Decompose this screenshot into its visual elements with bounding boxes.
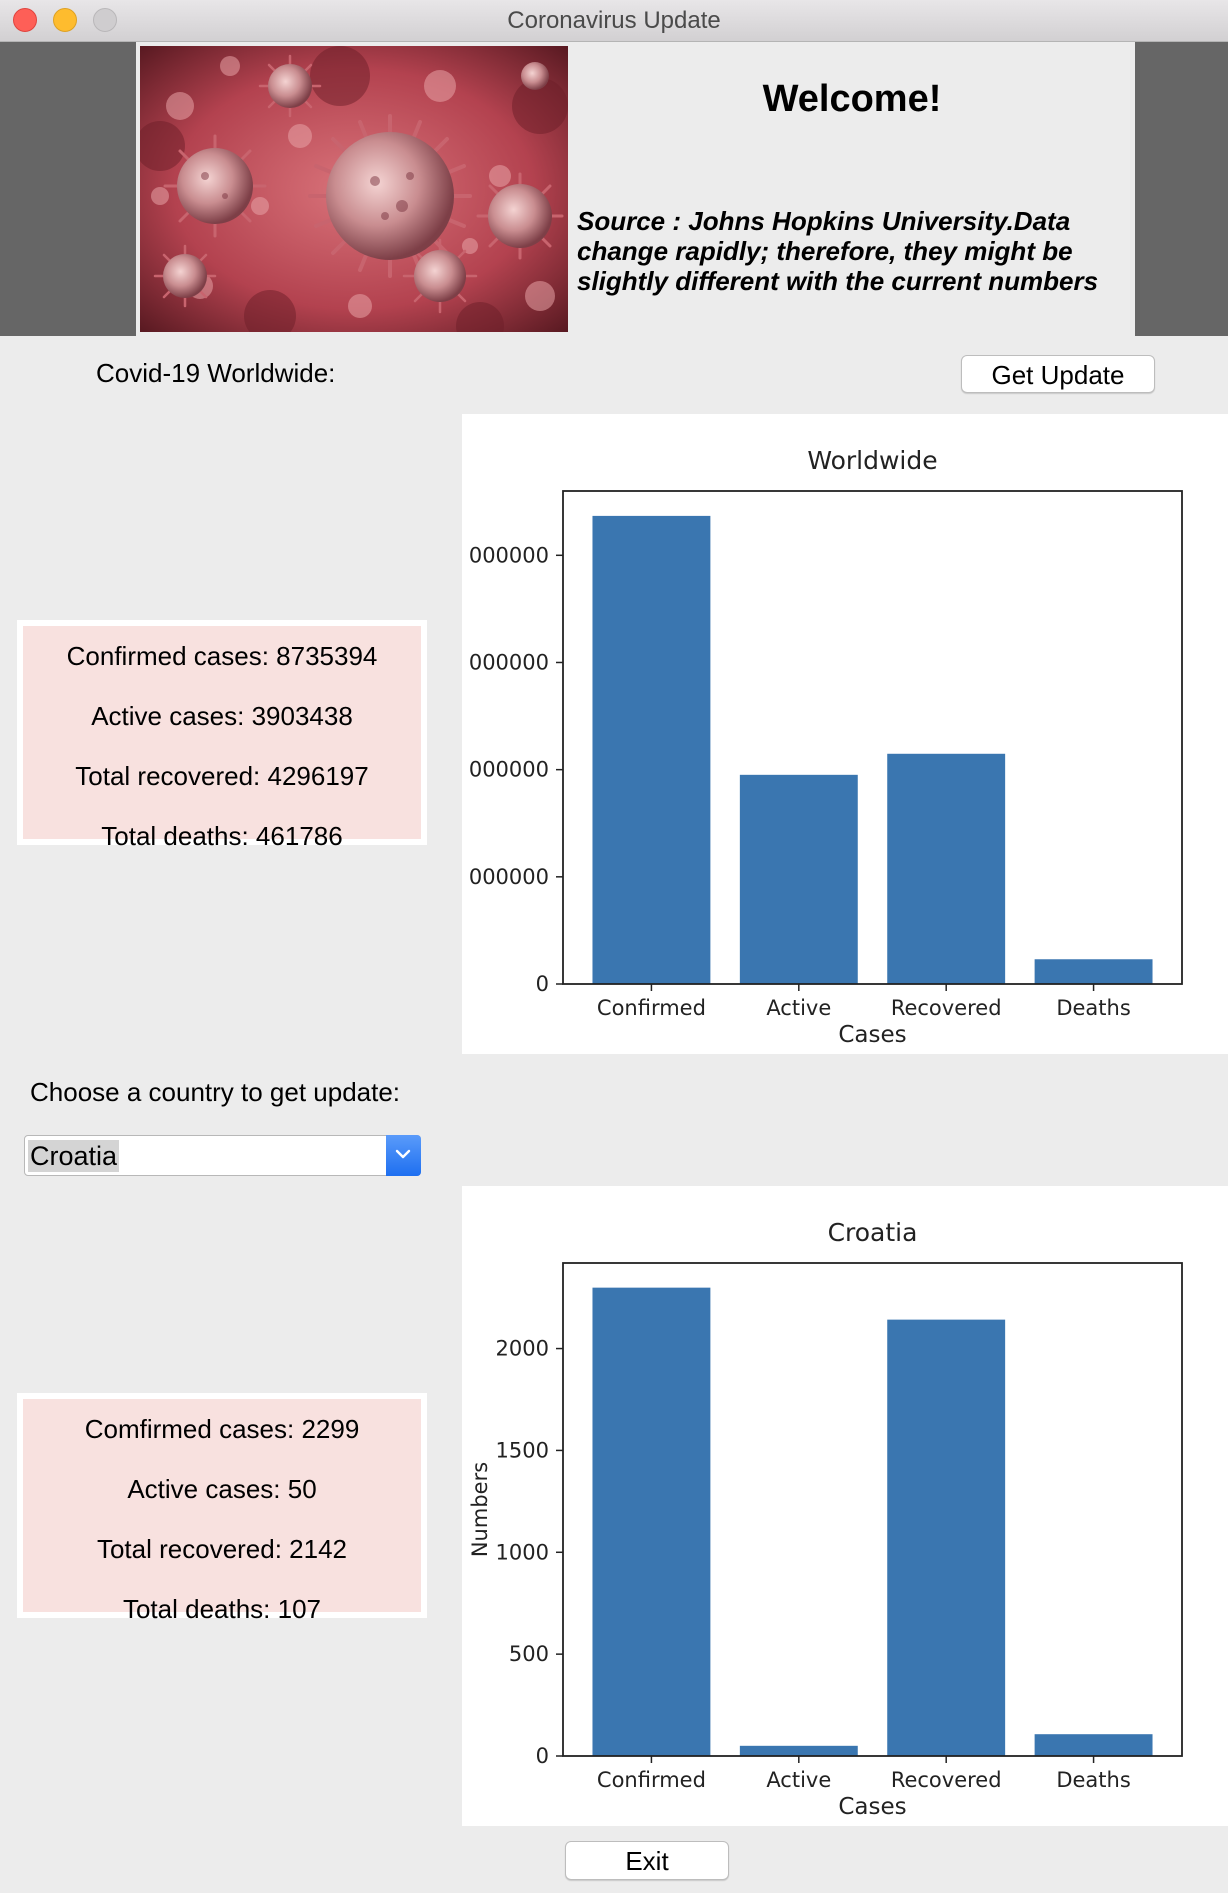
exit-button[interactable]: Exit — [565, 1841, 729, 1880]
country-bar-active — [739, 1745, 858, 1756]
country-confirmed-stat: Comfirmed cases: 2299 — [84, 1414, 360, 1444]
worldwide-x-axis-label: Cases — [838, 1022, 906, 1048]
country-bar-confirmed — [592, 1287, 711, 1756]
welcome-title: Welcome! — [762, 78, 942, 120]
country-ytick-label: 2000 — [496, 1337, 549, 1361]
country-select[interactable]: Croatia — [24, 1135, 421, 1176]
worldwide-xtick-label: Active — [766, 996, 831, 1020]
worldwide-deaths-stat: Total deaths: 461786 — [101, 821, 343, 851]
country-xtick-label: Recovered — [891, 1768, 1002, 1792]
worldwide-ytick-label: 000000 — [469, 543, 549, 567]
worldwide-stats-box: Confirmed cases: 8735394 Active cases: 3… — [17, 620, 427, 851]
virus-image — [140, 46, 568, 332]
get-update-button[interactable]: Get Update — [961, 355, 1155, 393]
country-ytick-label: 0 — [536, 1744, 549, 1768]
worldwide-recovered-stat: Total recovered: 4296197 — [75, 761, 369, 791]
country-recovered-stat: Total recovered: 2142 — [96, 1534, 348, 1564]
worldwide-xtick-label: Confirmed — [597, 996, 706, 1020]
worldwide-chart-svg: Worldwide Confirmed Active Recovered Deaths 0… — [469, 446, 1183, 1048]
worldwide-bar-active — [739, 774, 858, 984]
country-chart-svg: Croatia Confirmed Active Recovered Deaths 0 50… — [468, 1218, 1183, 1820]
worldwide-bar-recovered — [887, 753, 1006, 984]
country-y-axis-label: Numbers — [468, 1462, 492, 1557]
worldwide-confirmed-stat: Confirmed cases: 8735394 — [66, 641, 378, 671]
zoom-window-button[interactable] — [93, 8, 117, 32]
country-chart-title: Croatia — [828, 1218, 918, 1247]
worldwide-xtick-label: Recovered — [891, 996, 1002, 1020]
country-x-axis-label: Cases — [838, 1794, 906, 1820]
country-xtick-label: Deaths — [1056, 1768, 1130, 1792]
country-stats-box: Comfirmed cases: 2299 Active cases: 50 T… — [17, 1393, 427, 1624]
worldwide-bar-confirmed — [592, 515, 711, 984]
worldwide-active-stat: Active cases: 3903438 — [91, 701, 353, 731]
worldwide-chart-title: Worldwide — [807, 446, 937, 475]
worldwide-ytick-label: 0 — [536, 972, 549, 996]
country-ytick-label: 500 — [509, 1642, 549, 1666]
worldwide-ytick-label: 000000 — [469, 758, 549, 782]
title-bar: Coronavirus Update — [0, 0, 1228, 42]
country-active-stat: Active cases: 50 — [127, 1474, 317, 1504]
close-window-button[interactable] — [13, 8, 37, 32]
country-xtick-label: Confirmed — [597, 1768, 706, 1792]
country-bar-recovered — [887, 1319, 1006, 1756]
country-deaths-stat: Total deaths: 107 — [122, 1594, 322, 1624]
country-xtick-label: Active — [766, 1768, 831, 1792]
country-ytick-label: 1000 — [496, 1540, 549, 1564]
worldwide-label: Covid-19 Worldwide: — [96, 358, 336, 388]
worldwide-ytick-label: 000000 — [469, 865, 549, 889]
worldwide-plot-frame — [562, 490, 1183, 985]
worldwide-chart: Worldwide Confirmed Active Recovered Deaths 0… — [462, 414, 1228, 1054]
country-chart: Croatia Confirmed Active Recovered Deaths 0 50… — [462, 1186, 1228, 1826]
worldwide-bar-deaths — [1034, 959, 1153, 984]
chevron-down-icon[interactable] — [386, 1135, 421, 1176]
source-note: Source : Johns Hopkins University.Data c… — [577, 206, 1099, 296]
country-ytick-label: 1500 — [496, 1438, 549, 1462]
minimize-window-button[interactable] — [53, 8, 77, 32]
window-title: Coronavirus Update — [507, 7, 721, 34]
country-select-value: Croatia — [28, 1140, 120, 1172]
country-bar-deaths — [1034, 1734, 1153, 1756]
country-plot-frame — [562, 1262, 1183, 1757]
worldwide-ytick-label: 000000 — [469, 650, 549, 674]
worldwide-xtick-label: Deaths — [1056, 996, 1130, 1020]
choose-country-label: Choose a country to get update: — [30, 1077, 401, 1107]
